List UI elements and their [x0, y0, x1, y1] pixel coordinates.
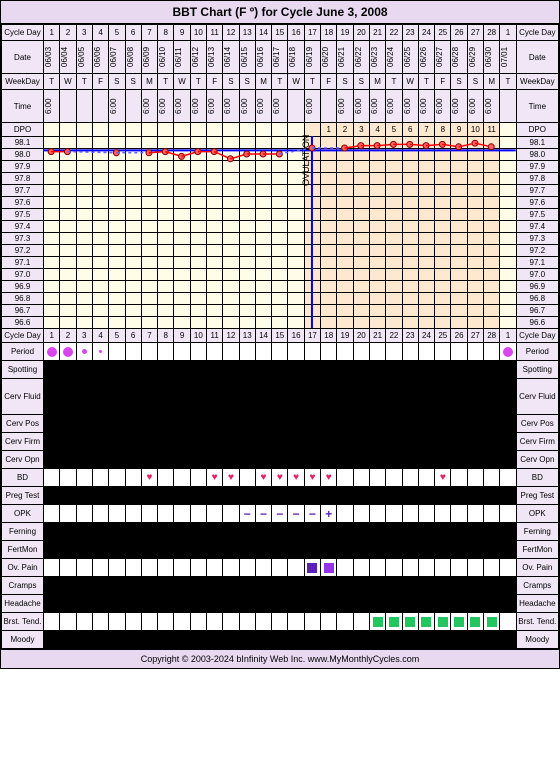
- chart-footer: Copyright © 2003-2024 bInfinity Web Inc.…: [1, 649, 559, 668]
- main-table: Cycle Day 123456789101112131415161718192…: [1, 24, 559, 649]
- cycle-day-label-bottom: Cycle Day: [2, 329, 44, 343]
- dpo-label: DPO: [2, 123, 44, 137]
- bd-row: BD♥♥♥♥♥♥♥♥♥BD: [2, 469, 559, 487]
- ov-pain-row: Ov. PainOv. Pain: [2, 559, 559, 577]
- temperature-grid: 98.198.198.098.097.997.997.897.897.797.7…: [2, 137, 559, 329]
- period-row: PeriodPeriod: [2, 343, 559, 361]
- moody-row: MoodyMoody: [2, 631, 559, 649]
- spotting-row: SpottingSpotting: [2, 361, 559, 379]
- weekday-label: WeekDay: [2, 74, 44, 90]
- dpo-header: DPO 1234567891011DPO: [2, 123, 559, 137]
- cerv-pos-row: Cerv PosCerv Pos: [2, 415, 559, 433]
- brst-tend-row: Brst. Tend.Brst. Tend.: [2, 613, 559, 631]
- preg-test-row: Preg TestPreg Test: [2, 487, 559, 505]
- bbt-chart: BBT Chart (F º) for Cycle June 3, 2008 C…: [0, 0, 560, 669]
- fertmon-row: FertMonFertMon: [2, 541, 559, 559]
- cycle-day-footer: Cycle Day 123456789101112131415161718192…: [2, 329, 559, 343]
- date-header: Date 06/0306/0406/0506/0606/0706/0806/09…: [2, 41, 559, 74]
- ferning-row: FerningFerning: [2, 523, 559, 541]
- chart-grid-area: Cycle Day 123456789101112131415161718192…: [1, 24, 559, 649]
- cerv-firm-row: Cerv FirmCerv Firm: [2, 433, 559, 451]
- cycle-day-header: Cycle Day 123456789101112131415161718192…: [2, 25, 559, 41]
- headache-row: HeadacheHeadache: [2, 595, 559, 613]
- cramps-row: CrampsCramps: [2, 577, 559, 595]
- cerv-fluid-row: Cerv FluidCerv Fluid: [2, 379, 559, 415]
- date-label: Date: [2, 41, 44, 74]
- time-label: Time: [2, 90, 44, 123]
- cerv-opn-row: Cerv OpnCerv Opn: [2, 451, 559, 469]
- time-header: Time 6:006:006:006:006:006:006:006:006:0…: [2, 90, 559, 123]
- weekday-header: WeekDay TWTFSSMTWTFSSMTWTFSSMTWTFSSMTWee…: [2, 74, 559, 90]
- cycle-day-label: Cycle Day: [2, 25, 44, 41]
- chart-title: BBT Chart (F º) for Cycle June 3, 2008: [1, 1, 559, 24]
- opk-row: OPK−−−−−+OPK: [2, 505, 559, 523]
